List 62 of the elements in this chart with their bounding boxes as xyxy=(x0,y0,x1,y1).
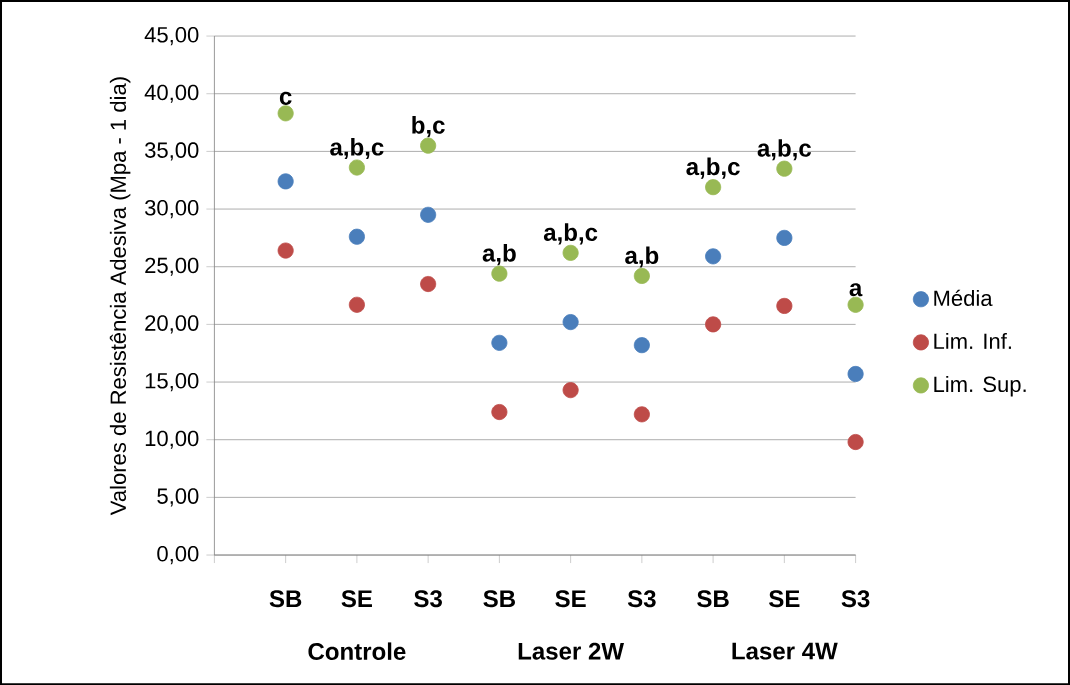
point xyxy=(348,228,365,245)
point xyxy=(776,160,793,177)
x-tick-label: SB xyxy=(483,590,515,608)
legend-label: Média xyxy=(934,289,993,306)
text: Laser 2W xyxy=(518,642,625,660)
x-tick-label: S3 xyxy=(841,590,870,608)
point xyxy=(348,159,365,176)
data-label: a,b xyxy=(482,243,516,266)
point xyxy=(633,406,650,423)
point xyxy=(277,105,294,122)
point xyxy=(705,248,722,265)
data-label: a,b,c xyxy=(543,223,598,245)
x-tick-label: SE xyxy=(769,590,800,608)
point xyxy=(491,403,508,420)
data-label: b,c xyxy=(412,115,445,138)
point xyxy=(847,296,864,313)
point xyxy=(633,267,650,284)
y-tick-label: 25,00 xyxy=(145,257,199,276)
point xyxy=(277,173,294,190)
point xyxy=(420,275,437,292)
text: Controle xyxy=(308,642,406,660)
y-tick-label: 10,00 xyxy=(145,430,199,449)
y-tick-label: 5,00 xyxy=(157,488,199,507)
data-label: a,b xyxy=(625,246,659,268)
data-label: a,b,c xyxy=(686,157,740,179)
data-label: c xyxy=(279,91,292,105)
point xyxy=(420,137,437,154)
legend-label: Lim. Inf. xyxy=(934,332,1011,349)
legend-label: Lim. Sup. xyxy=(934,375,1026,397)
y-tick-label: 45,00 xyxy=(144,26,199,46)
data-label: a,b,c xyxy=(757,139,812,161)
x-tick-label: SE xyxy=(555,590,586,608)
x-tick-label: SB xyxy=(697,590,729,608)
y-tick-label: 40,00 xyxy=(144,84,199,103)
y-tick-label: 30,00 xyxy=(145,199,199,219)
point xyxy=(847,433,864,450)
x-tick-label: SB xyxy=(269,590,302,608)
point xyxy=(705,178,722,196)
text: Laser 4W xyxy=(732,642,838,660)
point xyxy=(776,229,793,246)
y-axis-title: Valores de Resistência Adesiva (Mpa - 1 dia) xyxy=(109,77,131,516)
point xyxy=(776,297,793,314)
point xyxy=(491,334,508,351)
point xyxy=(562,244,579,261)
x-tick-label: SE xyxy=(341,590,372,608)
point xyxy=(633,336,650,354)
point xyxy=(847,365,864,382)
y-tick-label: 0,00 xyxy=(157,545,199,565)
point xyxy=(491,265,508,282)
point xyxy=(277,242,294,259)
data-label: a xyxy=(849,283,863,297)
point xyxy=(420,206,437,223)
point xyxy=(562,313,579,330)
y-tick-label: 35,00 xyxy=(145,142,199,161)
x-tick-label: S3 xyxy=(627,590,656,608)
y-tick-label: 15,00 xyxy=(145,372,199,392)
x-tick-label: S3 xyxy=(414,590,442,608)
y-tick-label: 20,00 xyxy=(145,315,199,334)
point xyxy=(562,381,579,398)
point xyxy=(348,296,365,313)
data-label: a,b,c xyxy=(330,137,384,159)
point xyxy=(705,316,722,333)
